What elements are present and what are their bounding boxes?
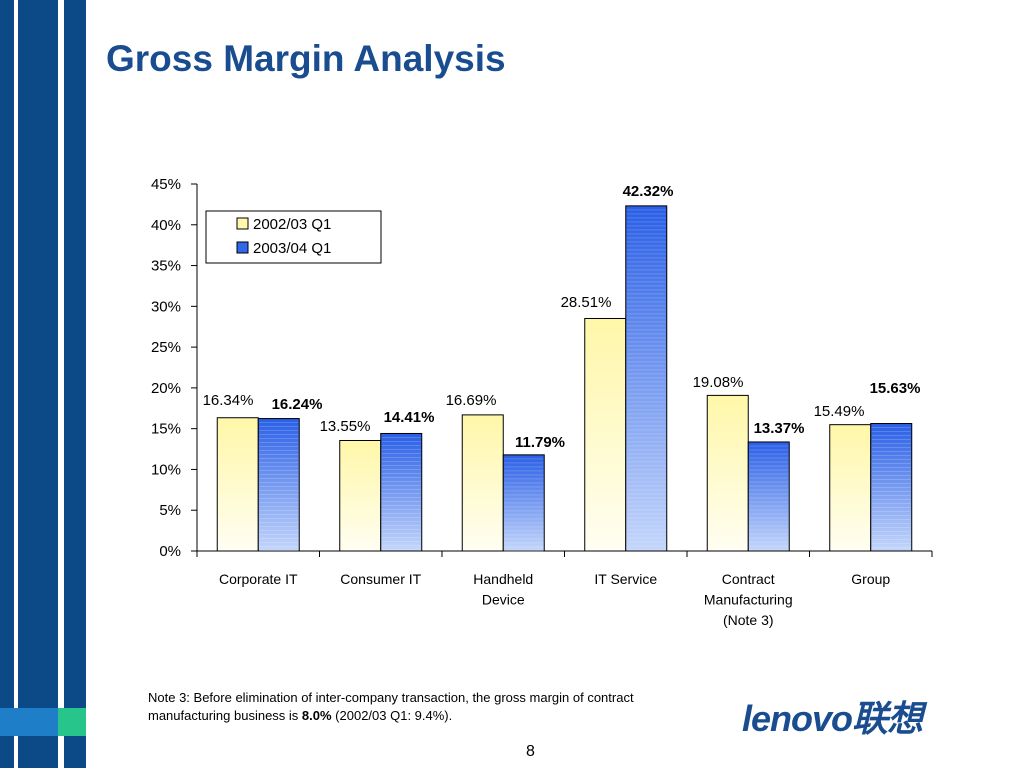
logo-text: lenovo联想 bbox=[742, 700, 928, 739]
left-stripe bbox=[64, 0, 86, 768]
x-category-label: Handheld bbox=[473, 571, 533, 587]
x-category-label: Group bbox=[851, 571, 890, 587]
page-number: 8 bbox=[526, 743, 535, 760]
y-tick-label: 5% bbox=[159, 502, 181, 519]
bar-2002-03-q1 bbox=[706, 394, 749, 552]
accent-block-green bbox=[58, 708, 86, 736]
lenovo-logo: lenovo联想 bbox=[742, 700, 929, 739]
x-category-label: Consumer IT bbox=[340, 571, 421, 587]
bar-2003-04-q1 bbox=[502, 454, 545, 552]
bar-2003-04-q1 bbox=[380, 432, 423, 552]
data-label-2002-03-q1: 28.51% bbox=[561, 294, 612, 311]
data-label-2002-03-q1: 16.69% bbox=[446, 392, 497, 409]
y-tick-label: 15% bbox=[151, 421, 181, 438]
y-tick-label: 40% bbox=[151, 217, 181, 234]
footnote-text: Note 3: Before elimination of inter-comp… bbox=[148, 690, 634, 723]
legend-swatch bbox=[236, 217, 249, 230]
data-label-2002-03-q1: 13.55% bbox=[320, 418, 371, 435]
chart-data-labels: 16.34% 13.55% 16.69% 28.51% 19.08% 15.49% 16.2… bbox=[203, 183, 921, 451]
bar-2002-03-q1 bbox=[461, 414, 504, 552]
y-tick-label: 20% bbox=[151, 380, 181, 397]
x-category-label: (Note 3) bbox=[723, 612, 774, 628]
data-label-2003-04-q1: 13.37% bbox=[754, 420, 805, 437]
legend-box bbox=[205, 210, 382, 264]
bar-2003-04-q1 bbox=[870, 423, 913, 552]
y-tick-label: 45% bbox=[151, 176, 181, 193]
y-tick-label: 25% bbox=[151, 339, 181, 356]
bar-2003-04-q1 bbox=[625, 205, 668, 552]
bar-2002-03-q1 bbox=[339, 439, 382, 552]
x-category-label: Contract bbox=[722, 571, 775, 587]
bar-2003-04-q1 bbox=[747, 441, 790, 552]
left-stripe-gap bbox=[14, 0, 18, 768]
left-stripe bbox=[0, 0, 14, 768]
legend-swatch bbox=[236, 241, 249, 254]
data-label-2003-04-q1: 15.63% bbox=[870, 380, 921, 397]
x-category-label: Device bbox=[482, 592, 525, 608]
chart-axes: 0% 5% 10% 15% 20% 25% 30% 35% 40% 45% Corporate IT… bbox=[151, 176, 933, 628]
x-category-label: IT Service bbox=[594, 571, 657, 587]
data-label-2003-04-q1: 42.32% bbox=[623, 183, 674, 200]
bar-2002-03-q1 bbox=[829, 424, 872, 552]
legend-label: 2002/03 Q1 bbox=[253, 216, 331, 233]
chart-legend: 2002/03 Q1 2003/04 Q1 bbox=[205, 210, 382, 264]
data-label-2002-03-q1: 16.34% bbox=[203, 392, 254, 409]
accent-block bbox=[0, 708, 58, 736]
y-tick-label: 35% bbox=[151, 258, 181, 275]
left-stripe-gap bbox=[58, 0, 64, 768]
bar-2003-04-q1 bbox=[257, 418, 300, 552]
bar-2002-03-q1 bbox=[216, 417, 259, 552]
data-label-2003-04-q1: 16.24% bbox=[272, 396, 323, 413]
left-stripe bbox=[18, 0, 58, 768]
legend-label: 2003/04 Q1 bbox=[253, 240, 331, 257]
page-title: Gross Margin Analysis bbox=[106, 38, 506, 79]
y-tick-label: 30% bbox=[151, 298, 181, 315]
x-category-label: Corporate IT bbox=[219, 571, 298, 587]
data-label-2002-03-q1: 15.49% bbox=[814, 403, 865, 420]
y-tick-label: 0% bbox=[159, 543, 181, 560]
footnote-highlight: 8.0% bbox=[301, 708, 332, 723]
data-label-2002-03-q1: 19.08% bbox=[693, 374, 744, 391]
y-tick-label: 10% bbox=[151, 461, 181, 478]
x-category-label: Manufacturing bbox=[704, 592, 793, 608]
footnote-text-end: (2002/03 Q1: 9.4%). bbox=[331, 708, 453, 723]
data-label-2003-04-q1: 11.79% bbox=[515, 434, 565, 451]
chart-bars bbox=[216, 205, 913, 552]
bar-2002-03-q1 bbox=[584, 317, 627, 552]
data-label-2003-04-q1: 14.41% bbox=[384, 409, 435, 426]
footnote: Note 3: Before elimination of inter-comp… bbox=[148, 689, 708, 725]
bar-chart: 0% 5% 10% 15% 20% 25% 30% 35% 40% 45% Corporate IT… bbox=[151, 176, 933, 628]
